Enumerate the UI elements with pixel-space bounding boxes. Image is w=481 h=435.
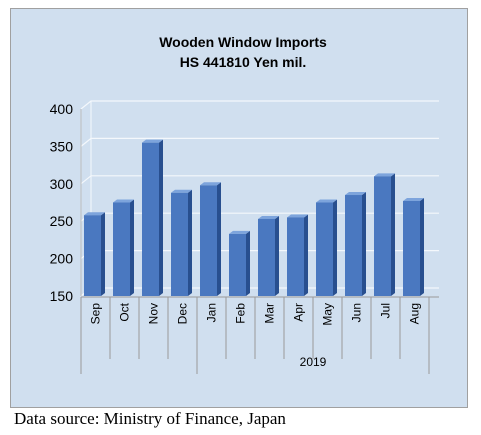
chart-frame: Wooden Window Imports HS 441810 Yen mil.… bbox=[10, 8, 468, 408]
x-tick-label: Jan bbox=[205, 303, 219, 322]
source-note: Data source: Ministry of Finance, Japan bbox=[14, 409, 286, 428]
bar-front bbox=[345, 195, 362, 296]
y-tick-label: 350 bbox=[50, 138, 74, 154]
bar-top bbox=[171, 189, 192, 193]
bar-top bbox=[142, 139, 163, 143]
y-tick-label: 250 bbox=[50, 213, 74, 229]
bar-front bbox=[84, 215, 101, 296]
x-tick-label: Jun bbox=[350, 303, 364, 322]
x-tick-label: Mar bbox=[263, 303, 277, 324]
bar-side bbox=[159, 139, 163, 296]
bar bbox=[142, 139, 163, 296]
bar-front bbox=[374, 176, 391, 296]
bar-front bbox=[142, 142, 159, 296]
x-tick-label: Apr bbox=[292, 303, 306, 322]
bar-chart: Wooden Window Imports HS 441810 Yen mil.… bbox=[50, 34, 439, 374]
bar-top bbox=[374, 173, 395, 177]
bar-front bbox=[316, 202, 333, 296]
bar bbox=[171, 189, 192, 296]
bar-side bbox=[333, 199, 337, 296]
bar-front bbox=[200, 185, 217, 296]
bar-side bbox=[391, 173, 395, 296]
bar-front bbox=[258, 218, 275, 296]
y-tick-label: 200 bbox=[50, 251, 74, 267]
bar bbox=[200, 182, 221, 296]
bar bbox=[345, 192, 366, 296]
x-tick-label: May bbox=[321, 303, 335, 326]
bar-front bbox=[113, 202, 130, 296]
bar bbox=[316, 199, 337, 296]
bar bbox=[403, 198, 424, 296]
bar-top bbox=[229, 230, 250, 234]
bar-top bbox=[287, 214, 308, 218]
bar-side bbox=[275, 215, 279, 296]
bar bbox=[229, 230, 250, 296]
x-tick-label: Oct bbox=[118, 302, 132, 321]
bar bbox=[287, 214, 308, 296]
bar-top bbox=[258, 215, 279, 219]
bar-side bbox=[101, 212, 105, 296]
bar-top bbox=[403, 198, 424, 202]
chart-title: Wooden Window Imports bbox=[159, 34, 327, 50]
bar bbox=[113, 199, 134, 296]
bar-side bbox=[362, 192, 366, 296]
y-tick-label: 400 bbox=[50, 101, 74, 117]
x-tick-label: Nov bbox=[147, 303, 161, 324]
gridline bbox=[80, 175, 439, 185]
x-tick-label: Jul bbox=[379, 303, 393, 318]
bar-top bbox=[200, 182, 221, 186]
bar-side bbox=[304, 214, 308, 296]
bar-front bbox=[229, 233, 246, 296]
bar-front bbox=[171, 192, 188, 296]
gridline bbox=[80, 137, 439, 147]
bar bbox=[374, 173, 395, 296]
chart-subtitle: HS 441810 Yen mil. bbox=[180, 54, 307, 70]
x-tick-label: Sep bbox=[89, 303, 103, 325]
y-tick-label: 150 bbox=[50, 288, 74, 304]
bar-side bbox=[420, 198, 424, 296]
x-tick-label: Dec bbox=[176, 303, 190, 324]
bar-top bbox=[345, 192, 366, 196]
bar-front bbox=[287, 217, 304, 296]
bar bbox=[84, 212, 105, 296]
year-group-label: 2019 bbox=[300, 355, 327, 369]
x-tick-label: Feb bbox=[234, 303, 248, 324]
bar-front bbox=[403, 201, 420, 296]
bar-top bbox=[84, 212, 105, 216]
gridline bbox=[80, 100, 439, 110]
x-tick-label: Aug bbox=[408, 303, 422, 324]
bar-side bbox=[246, 230, 250, 296]
bar-side bbox=[188, 189, 192, 296]
bar bbox=[258, 215, 279, 296]
bar-top bbox=[113, 199, 134, 203]
bar-side bbox=[217, 182, 221, 296]
y-tick-label: 300 bbox=[50, 176, 74, 192]
bar-side bbox=[130, 199, 134, 296]
bar-top bbox=[316, 199, 337, 203]
